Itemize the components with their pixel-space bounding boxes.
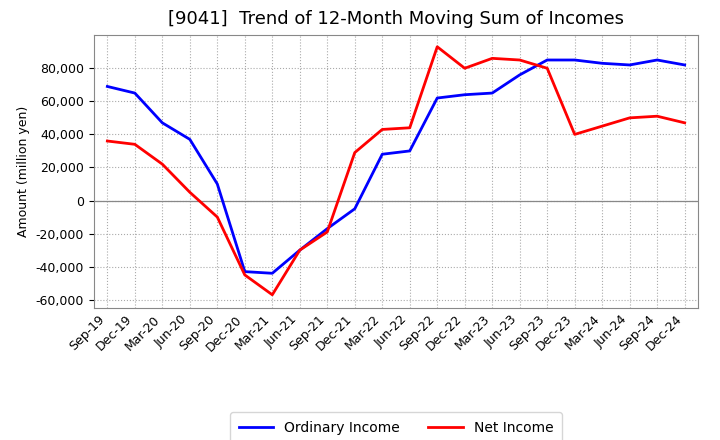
Net Income [378, 127, 387, 132]
Net Income [295, 247, 304, 253]
Net Income [570, 132, 579, 137]
Net Income [240, 272, 249, 278]
Ordinary Income [543, 57, 552, 62]
Net Income [598, 124, 606, 129]
Ordinary Income [351, 206, 359, 212]
Net Income [460, 66, 469, 71]
Ordinary Income [488, 91, 497, 96]
Net Income [130, 142, 139, 147]
Ordinary Income [103, 84, 112, 89]
Ordinary Income [433, 95, 441, 101]
Ordinary Income [516, 72, 524, 77]
Net Income [268, 292, 276, 297]
Ordinary Income [653, 57, 662, 62]
Ordinary Income [295, 247, 304, 253]
Ordinary Income [680, 62, 689, 68]
Net Income [626, 115, 634, 121]
Ordinary Income [186, 137, 194, 142]
Ordinary Income [240, 269, 249, 274]
Net Income [433, 44, 441, 49]
Ordinary Income [323, 226, 332, 231]
Net Income [516, 57, 524, 62]
Ordinary Income [626, 62, 634, 68]
Net Income [543, 66, 552, 71]
Ordinary Income [598, 61, 606, 66]
Ordinary Income [460, 92, 469, 97]
Line: Ordinary Income: Ordinary Income [107, 60, 685, 273]
Net Income [351, 150, 359, 155]
Net Income [405, 125, 414, 130]
Ordinary Income [405, 148, 414, 154]
Net Income [213, 214, 222, 220]
Ordinary Income [213, 181, 222, 187]
Net Income [323, 229, 332, 235]
Title: [9041]  Trend of 12-Month Moving Sum of Incomes: [9041] Trend of 12-Month Moving Sum of I… [168, 10, 624, 28]
Line: Net Income: Net Income [107, 47, 685, 295]
Net Income [680, 120, 689, 125]
Net Income [158, 161, 166, 167]
Legend: Ordinary Income, Net Income: Ordinary Income, Net Income [230, 412, 562, 440]
Net Income [653, 114, 662, 119]
Y-axis label: Amount (million yen): Amount (million yen) [17, 106, 30, 237]
Ordinary Income [378, 152, 387, 157]
Ordinary Income [158, 120, 166, 125]
Net Income [103, 138, 112, 143]
Net Income [186, 190, 194, 195]
Ordinary Income [130, 91, 139, 96]
Ordinary Income [268, 271, 276, 276]
Ordinary Income [570, 57, 579, 62]
Net Income [488, 56, 497, 61]
